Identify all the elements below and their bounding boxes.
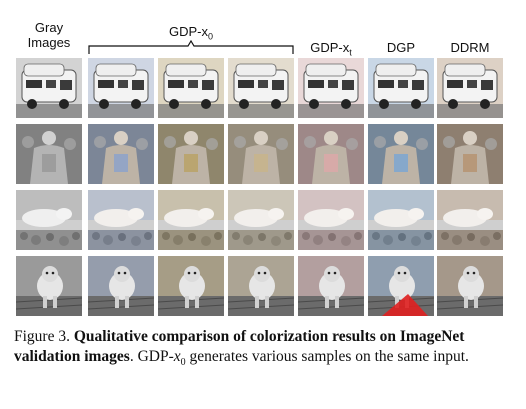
thumbnail-image [437, 58, 503, 118]
thumbnail-gdp-x0-sample-3-row-1 [228, 58, 294, 118]
thumbnail-image [298, 58, 364, 118]
thumbnail-image [368, 58, 434, 118]
thumbnail-image [437, 190, 503, 250]
thumbnail-image [298, 190, 364, 250]
thumbnail-image [298, 256, 364, 316]
column-header-gray-line2: Images [27, 35, 71, 50]
thumbnail-image [437, 256, 503, 316]
thumbnail-image [16, 256, 82, 316]
thumbnail-image [228, 124, 294, 184]
column-header-gdp-xt-sub: t [349, 47, 352, 58]
column-header-dgp: DGP [368, 40, 434, 55]
thumbnail-image [228, 190, 294, 250]
thumbnail-gdp-x0-sample-3-row-2 [228, 124, 294, 184]
thumbnail-gray-row-3 [16, 190, 82, 250]
thumbnail-gdp-x0-sample-3-row-4 [228, 256, 294, 316]
thumbnail-image [16, 124, 82, 184]
thumbnail-gdp-x0-sample-3-row-3 [228, 190, 294, 250]
thumbnail-gdp-x0-sample-1-row-4 [88, 256, 154, 316]
column-header-gray: Gray Images [16, 20, 82, 50]
caption-math-var: x [173, 348, 181, 365]
thumbnail-dgp-row-4 [368, 256, 434, 316]
thumbnail-image [158, 190, 224, 250]
thumbnail-ddrm-row-3 [437, 190, 503, 250]
thumbnail-image [368, 124, 434, 184]
thumbnail-image [16, 58, 82, 118]
thumbnail-gdp-x0-sample-2-row-1 [158, 58, 224, 118]
thumbnail-gdp-x0-sample-2-row-2 [158, 124, 224, 184]
thumbnail-image [368, 256, 434, 316]
column-header-gdp-xt: GDP-xt [298, 40, 364, 61]
thumbnail-gdp-x0-sample-2-row-4 [158, 256, 224, 316]
thumbnail-image [437, 124, 503, 184]
thumbnail-dgp-row-3 [368, 190, 434, 250]
column-header-dgp-text: DGP [386, 40, 416, 55]
thumbnail-gdp-x0-sample-1-row-3 [88, 190, 154, 250]
column-header-gdp-x0-text: GDP-x [168, 24, 208, 39]
figure-label: Figure 3. [14, 328, 70, 345]
column-header-ddrm: DDRM [437, 40, 503, 55]
thumbnail-image [88, 124, 154, 184]
thumbnail-image [88, 58, 154, 118]
thumbnail-image [158, 58, 224, 118]
thumbnail-gray-row-1 [16, 58, 82, 118]
thumbnail-gdp-xt-row-2 [298, 124, 364, 184]
caption-rest-suffix: generates various samples on the same in… [185, 348, 469, 365]
thumbnail-image [228, 58, 294, 118]
group-brace [88, 40, 294, 54]
column-header-gdp-x0: GDP-x0 [88, 24, 294, 45]
thumbnail-gdp-x0-sample-2-row-3 [158, 190, 224, 250]
column-header-ddrm-text: DDRM [450, 40, 490, 55]
thumbnail-image [298, 124, 364, 184]
thumbnail-image [228, 256, 294, 316]
thumbnail-ddrm-row-4 [437, 256, 503, 316]
thumbnail-image [158, 256, 224, 316]
thumbnail-image [368, 190, 434, 250]
caption-rest-prefix: . GDP- [129, 348, 174, 365]
thumbnail-gdp-x0-sample-1-row-2 [88, 124, 154, 184]
column-header-gdp-x0-sub: 0 [207, 31, 213, 42]
thumbnail-gdp-x0-sample-1-row-1 [88, 58, 154, 118]
caption-math-sub: 0 [180, 357, 186, 369]
thumbnail-dgp-row-2 [368, 124, 434, 184]
column-header-gdp-xt-text: GDP-x [310, 40, 350, 55]
thumbnail-ddrm-row-2 [437, 124, 503, 184]
caption-bold-text: Qualitative comparison of colorization r… [14, 328, 465, 365]
thumbnail-gdp-xt-row-3 [298, 190, 364, 250]
thumbnail-dgp-row-1 [368, 58, 434, 118]
thumbnail-image [88, 190, 154, 250]
thumbnail-image [158, 124, 224, 184]
thumbnail-image [88, 256, 154, 316]
thumbnail-gray-row-2 [16, 124, 82, 184]
figure-caption: Figure 3. Qualitative comparison of colo… [14, 327, 518, 373]
thumbnail-gray-row-4 [16, 256, 82, 316]
thumbnail-gdp-xt-row-4 [298, 256, 364, 316]
thumbnail-image [16, 190, 82, 250]
thumbnail-gdp-xt-row-1 [298, 58, 364, 118]
thumbnail-ddrm-row-1 [437, 58, 503, 118]
column-header-gray-line1: Gray [34, 20, 64, 35]
